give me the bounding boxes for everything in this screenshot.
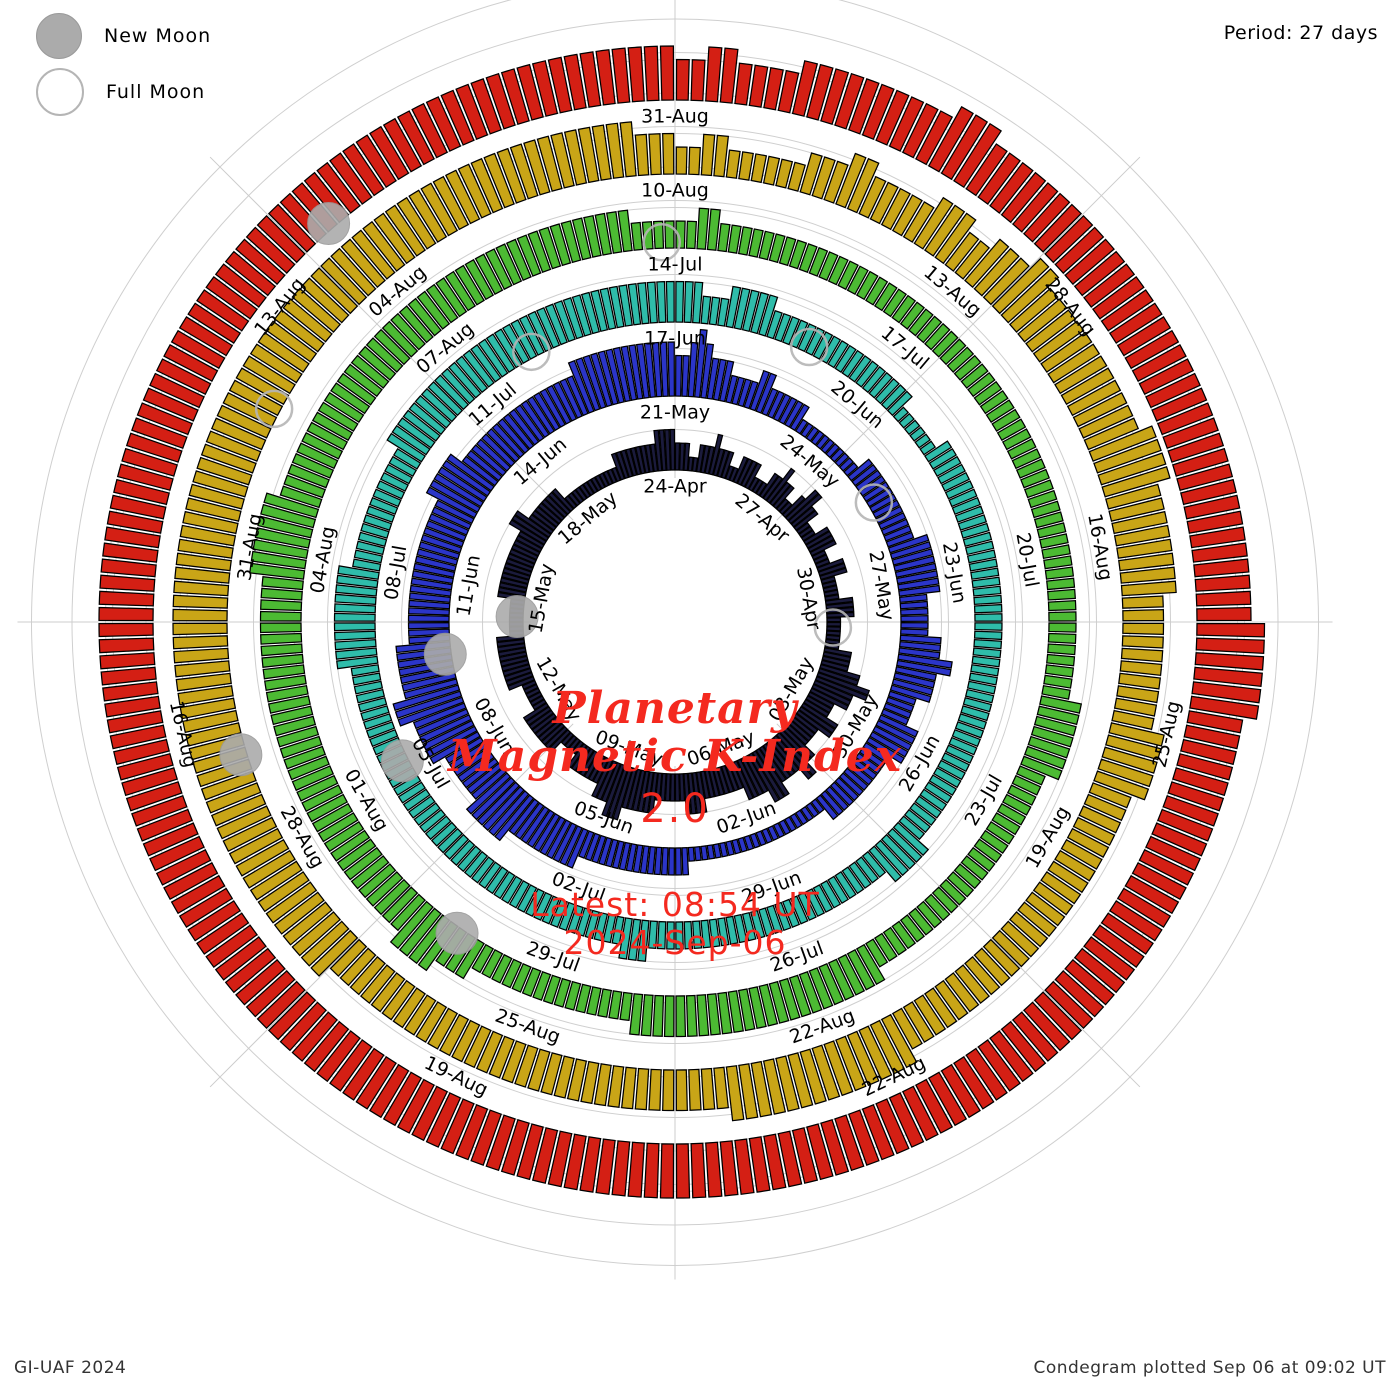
ring-date-label: 14-Jul bbox=[647, 254, 702, 276]
ring-date-label: 31-Aug bbox=[641, 106, 709, 128]
new-moon-marker bbox=[219, 733, 263, 777]
legend-label-full-moon: Full Moon bbox=[106, 81, 206, 103]
full-moon-marker bbox=[854, 483, 894, 522]
ring-bars-0 bbox=[495, 428, 871, 821]
footer-plot-time: Condegram plotted Sep 06 at 09:02 UT bbox=[1033, 1358, 1386, 1378]
new-moon-marker bbox=[423, 632, 467, 676]
ring-bars-2 bbox=[333, 280, 1003, 962]
ring-bars-4 bbox=[172, 121, 1177, 1122]
full-moon-marker bbox=[813, 608, 853, 647]
legend-item-new-moon: New Moon bbox=[28, 8, 368, 64]
legend-item-full-moon: Full Moon bbox=[28, 64, 368, 120]
full-moon-icon bbox=[36, 68, 84, 116]
ring-bars-5 bbox=[98, 45, 1266, 1199]
new-moon-marker bbox=[307, 202, 351, 246]
ring-bars-3 bbox=[249, 207, 1083, 1038]
ring-date-label: 08-Jul bbox=[380, 544, 411, 602]
polar-grid bbox=[17, 0, 1333, 1280]
moon-phase-legend: New Moon Full Moon bbox=[28, 8, 368, 120]
footer-credit: GI-UAF 2024 bbox=[14, 1358, 127, 1378]
new-moon-marker bbox=[435, 911, 479, 955]
ring-date-label: 21-May bbox=[640, 402, 710, 424]
ring-date-label: 20-Jul bbox=[1011, 531, 1042, 589]
new-moon-marker bbox=[380, 739, 424, 783]
ring-date-label: 24-Apr bbox=[643, 476, 707, 498]
new-moon-icon bbox=[36, 13, 82, 59]
ring-date-label: 17-Jun bbox=[644, 328, 706, 350]
legend-label-new-moon: New Moon bbox=[104, 25, 212, 47]
ring-bars-1 bbox=[392, 328, 953, 876]
full-moon-marker bbox=[789, 327, 829, 367]
period-label: Period: 27 days bbox=[1223, 22, 1378, 44]
new-moon-marker bbox=[495, 594, 539, 638]
polar-bars bbox=[98, 45, 1266, 1199]
full-moon-marker bbox=[512, 332, 551, 372]
moon-markers bbox=[219, 202, 894, 955]
ring-date-label: 10-Aug bbox=[641, 180, 709, 202]
full-moon-marker bbox=[254, 389, 294, 429]
ring-date-label: 23-Jun bbox=[938, 540, 970, 605]
full-moon-marker bbox=[642, 222, 681, 262]
